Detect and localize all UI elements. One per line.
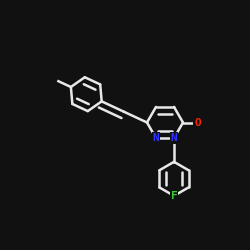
Text: O: O [194, 118, 201, 128]
Text: N: N [171, 133, 177, 143]
Text: N: N [152, 133, 160, 143]
Text: F: F [171, 191, 177, 201]
